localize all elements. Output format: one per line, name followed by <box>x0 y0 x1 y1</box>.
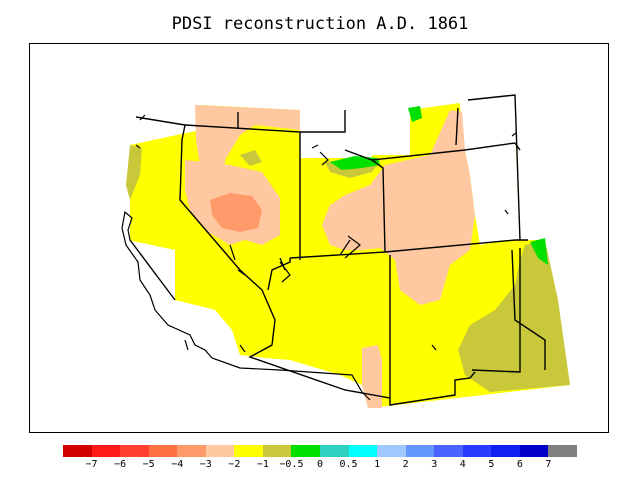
legend-label: 7 <box>545 459 552 470</box>
field-nodata-north <box>300 134 345 158</box>
legend-label: 1 <box>374 459 381 470</box>
legend-swatch <box>548 445 578 457</box>
field-tan-east <box>322 110 475 305</box>
legend-swatch <box>63 445 93 457</box>
legend-swatch <box>462 445 492 457</box>
legend-swatch <box>91 445 121 457</box>
legend-label: 2 <box>402 459 409 470</box>
legend-label: −1 <box>256 459 269 470</box>
field-olive-california <box>126 145 142 200</box>
field-green-kansas <box>530 238 548 265</box>
legend-label: 0 <box>316 459 324 470</box>
legend-label: 5 <box>488 459 495 470</box>
legend-label: −6 <box>114 459 127 470</box>
legend-swatch <box>262 445 292 457</box>
legend-label: −3 <box>199 459 212 470</box>
legend-label: −0.5 <box>279 459 304 470</box>
legend-swatch <box>348 445 378 457</box>
legend-swatch <box>434 445 464 457</box>
field-olive-idaho <box>240 150 262 166</box>
legend-swatch <box>177 445 207 457</box>
legend-label: 0.5 <box>339 459 358 470</box>
field-nodata-east <box>462 143 520 245</box>
field-nodata-california <box>128 240 240 368</box>
legend-swatch <box>491 445 521 457</box>
legend-swatch <box>377 445 407 457</box>
legend-label: −5 <box>142 459 155 470</box>
legend-label: 6 <box>516 459 523 470</box>
legend-label: −4 <box>171 459 184 470</box>
field-orange-nevada <box>210 193 262 232</box>
coastline <box>121 114 517 401</box>
legend-swatch <box>120 445 150 457</box>
field-green-montana <box>408 106 422 122</box>
field-green-north <box>330 156 380 170</box>
field-tan-arizona <box>362 345 382 408</box>
legend-swatch <box>234 445 264 457</box>
legend-label: −2 <box>228 459 241 470</box>
legend-label: 3 <box>431 459 438 470</box>
map-title: PDSI reconstruction A.D. 1861 <box>171 14 469 34</box>
legend-swatch <box>291 445 321 457</box>
legend-label: −7 <box>85 459 98 470</box>
legend-swatch <box>148 445 178 457</box>
color-legend <box>63 445 578 459</box>
legend-swatch <box>205 445 235 457</box>
map-frame <box>29 43 609 433</box>
pdsi-map <box>121 94 570 408</box>
legend-swatch <box>405 445 435 457</box>
legend-swatch <box>519 445 549 457</box>
state-boundaries <box>129 94 546 406</box>
legend-label: 4 <box>459 459 466 470</box>
field-tan-west <box>195 105 300 180</box>
field-olive-southeast <box>458 240 570 392</box>
legend-labels: −7 −6 −5 −4 −3 −2 −1 −0.5 0 0.5 1 2 3 4 5 6 7 <box>63 459 577 473</box>
legend-swatch <box>320 445 350 457</box>
